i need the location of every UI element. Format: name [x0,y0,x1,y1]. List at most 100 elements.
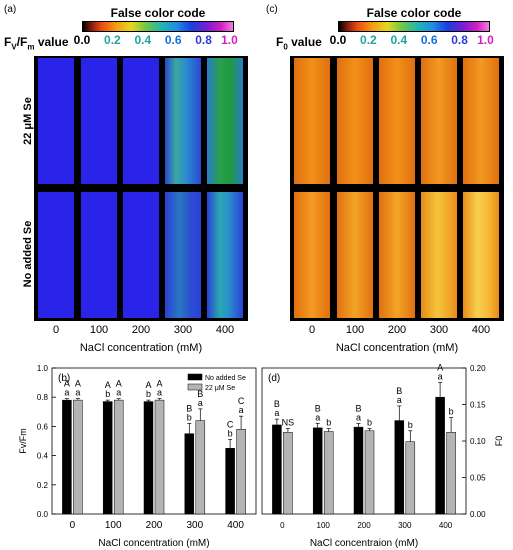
significance-letter: a [239,405,244,415]
bar-se [113,399,124,515]
x-tick-label: 300 [398,521,412,530]
bar-no-se [184,433,195,515]
bar-no-se [225,448,235,515]
fvfm-strip-nose-0 [38,192,74,318]
cb-tick: 1.0 [477,33,494,47]
f0-strip-se-400 [463,58,499,184]
legend-swatch-no-se [187,373,203,381]
bar-no-se [143,401,154,515]
f0-strip-se-0 [294,58,330,184]
cb-tick: 0.8 [195,33,212,47]
x-axis-title: NaCl concentration (mM) [98,538,209,549]
fvfm-strip-se-100 [81,58,117,184]
panel-label: (b) [58,373,70,384]
y-tick-label: 0.15 [470,401,486,410]
x-label: 200 [387,324,407,336]
significance-letter: B [197,389,203,399]
bar-se [405,441,416,515]
fvfm-strip-nose-100 [81,192,117,318]
significance-letter: b [367,418,372,428]
chart-d: (d)0.000.050.100.150.20F00aBNS100aBb200a… [261,363,504,549]
y-tick-label: 0.10 [470,437,486,446]
bar-se [446,431,456,515]
f0-strip-nose-0 [294,192,330,318]
bar-se [236,429,246,515]
x-label: 0 [308,324,316,336]
x-tick-label: 400 [439,521,453,530]
significance-letter: a [64,388,69,398]
bar-no-se [353,426,364,515]
cb-tick: 0.6 [420,33,438,47]
x-tick-label: 300 [186,520,203,531]
fvfm-strip-nose-200 [123,192,159,318]
significance-letter: B [315,403,321,413]
significance-letter: B [274,399,280,409]
significance-letter: a [315,412,320,422]
cb-tick: 0.4 [390,33,408,47]
f0-strip-nose-300 [421,192,457,318]
chart-b: (b)0.00.20.40.60.81.0Fv/Fm0aAaA100bAaA20… [18,364,257,549]
x-label: 200 [131,324,151,336]
x-label: 100 [89,324,109,336]
panel-a-image-grid [34,56,248,321]
panel-c-colorbar [338,21,490,32]
panel-c-label: (c) [266,4,278,15]
x-label: 400 [471,324,491,336]
panel-c-colorbar-title: False color code [366,6,462,20]
y-tick-label: 1.0 [37,364,49,373]
significance-letter: A [116,379,122,389]
significance-letter: A [64,379,70,389]
fvfm-strip-se-400 [207,58,243,184]
x-tick-label: 200 [146,520,163,531]
row-label-se: 22 μM Se [22,97,34,145]
fvfm-strip-nose-400 [207,192,243,318]
panel-a-value-label: FV/Fm value [4,35,69,52]
panel-c-x-title: NaCl concentration (mM) [335,342,459,354]
bar-se [323,431,334,515]
bar-se [73,399,83,515]
cb-tick: 0.2 [104,33,121,47]
significance-letter: B [186,403,192,413]
f0-strip-nose-200 [379,192,415,318]
x-tick-label: 100 [105,520,122,531]
significance-letter: a [116,388,121,398]
significance-letter: A [156,379,162,389]
bar-no-se [102,401,113,515]
y-tick-label: 0.6 [37,422,49,431]
cb-tick: 0.0 [329,33,347,47]
bar-no-se [435,396,445,515]
bar-no-se [272,424,282,515]
x-label: 400 [215,324,235,336]
significance-letter: a [198,398,203,408]
cb-tick: 0.8 [451,33,468,47]
significance-letter: b [326,418,331,428]
f0-strip-se-300 [421,58,457,184]
significance-letter: a [157,388,162,398]
significance-letter: B [396,386,402,396]
x-label: 100 [345,324,365,336]
y-tick-label: 0.20 [470,364,486,373]
bar-no-se [62,399,72,515]
panel-a-x-title: NaCl concentration (mM) [79,342,203,354]
y-axis-label: F0 [494,436,504,447]
significance-letter: A [75,379,81,389]
legend-label: No added Se [205,375,246,382]
significance-letter: b [146,389,151,399]
bar-no-se [394,420,405,515]
row-label-no-se: No added Se [22,220,34,288]
significance-letter: A [145,380,151,390]
y-tick-label: 0.2 [37,481,49,490]
x-tick-label: 0 [280,521,285,530]
legend-label: 22 μM Se [205,385,235,392]
legend-swatch-se [187,383,203,391]
panel-c-colorbar-ticks: 0.0 0.2 0.4 0.6 0.8 1.0 [330,33,494,47]
f0-strip-se-100 [337,58,373,184]
f0-strip-se-200 [379,58,415,184]
significance-letter: C [227,420,234,430]
x-axis-title: NaCl concentraion (mM) [310,538,418,549]
significance-letter: b [105,389,110,399]
panel-label: (d) [268,373,280,384]
f0-strip-nose-100 [337,192,373,318]
panel-a-label: (a) [4,4,17,15]
y-tick-label: 0.00 [470,510,486,519]
